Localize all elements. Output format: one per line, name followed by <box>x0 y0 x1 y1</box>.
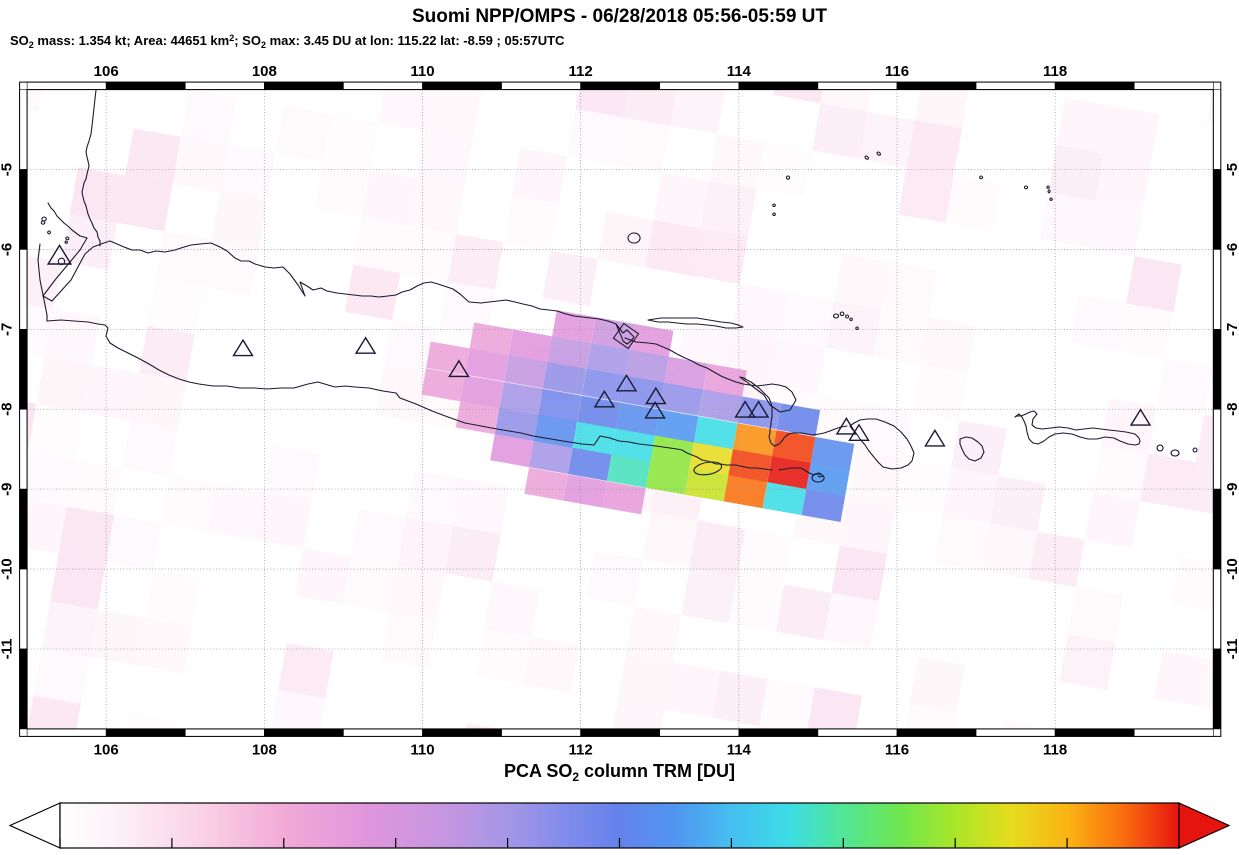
svg-text:118: 118 <box>1043 63 1067 80</box>
svg-text:112: 112 <box>569 741 593 758</box>
svg-text:116: 116 <box>885 741 909 758</box>
svg-text:108: 108 <box>252 741 277 758</box>
svg-text:-8: -8 <box>1224 403 1239 416</box>
svg-text:-9: -9 <box>0 482 16 495</box>
svg-text:-8: -8 <box>0 403 16 416</box>
svg-text:-11: -11 <box>1224 639 1239 660</box>
svg-text:-5: -5 <box>1224 163 1239 176</box>
svg-text:114: 114 <box>727 741 752 758</box>
svg-text:114: 114 <box>727 63 752 80</box>
svg-text:110: 110 <box>410 63 434 80</box>
svg-text:-9: -9 <box>1224 482 1239 495</box>
svg-text:106: 106 <box>94 741 119 758</box>
svg-text:-7: -7 <box>0 323 16 336</box>
svg-text:108: 108 <box>252 63 277 80</box>
svg-text:-10: -10 <box>0 558 16 580</box>
svg-text:118: 118 <box>1043 741 1067 758</box>
svg-text:116: 116 <box>885 63 909 80</box>
svg-text:-6: -6 <box>0 243 16 256</box>
svg-text:-10: -10 <box>1224 558 1239 580</box>
svg-text:110: 110 <box>410 741 434 758</box>
svg-text:-6: -6 <box>1224 243 1239 256</box>
svg-text:-5: -5 <box>0 163 16 176</box>
svg-text:-11: -11 <box>0 639 16 660</box>
svg-text:106: 106 <box>94 63 119 80</box>
svg-text:112: 112 <box>569 63 593 80</box>
svg-text:-7: -7 <box>1224 323 1239 336</box>
